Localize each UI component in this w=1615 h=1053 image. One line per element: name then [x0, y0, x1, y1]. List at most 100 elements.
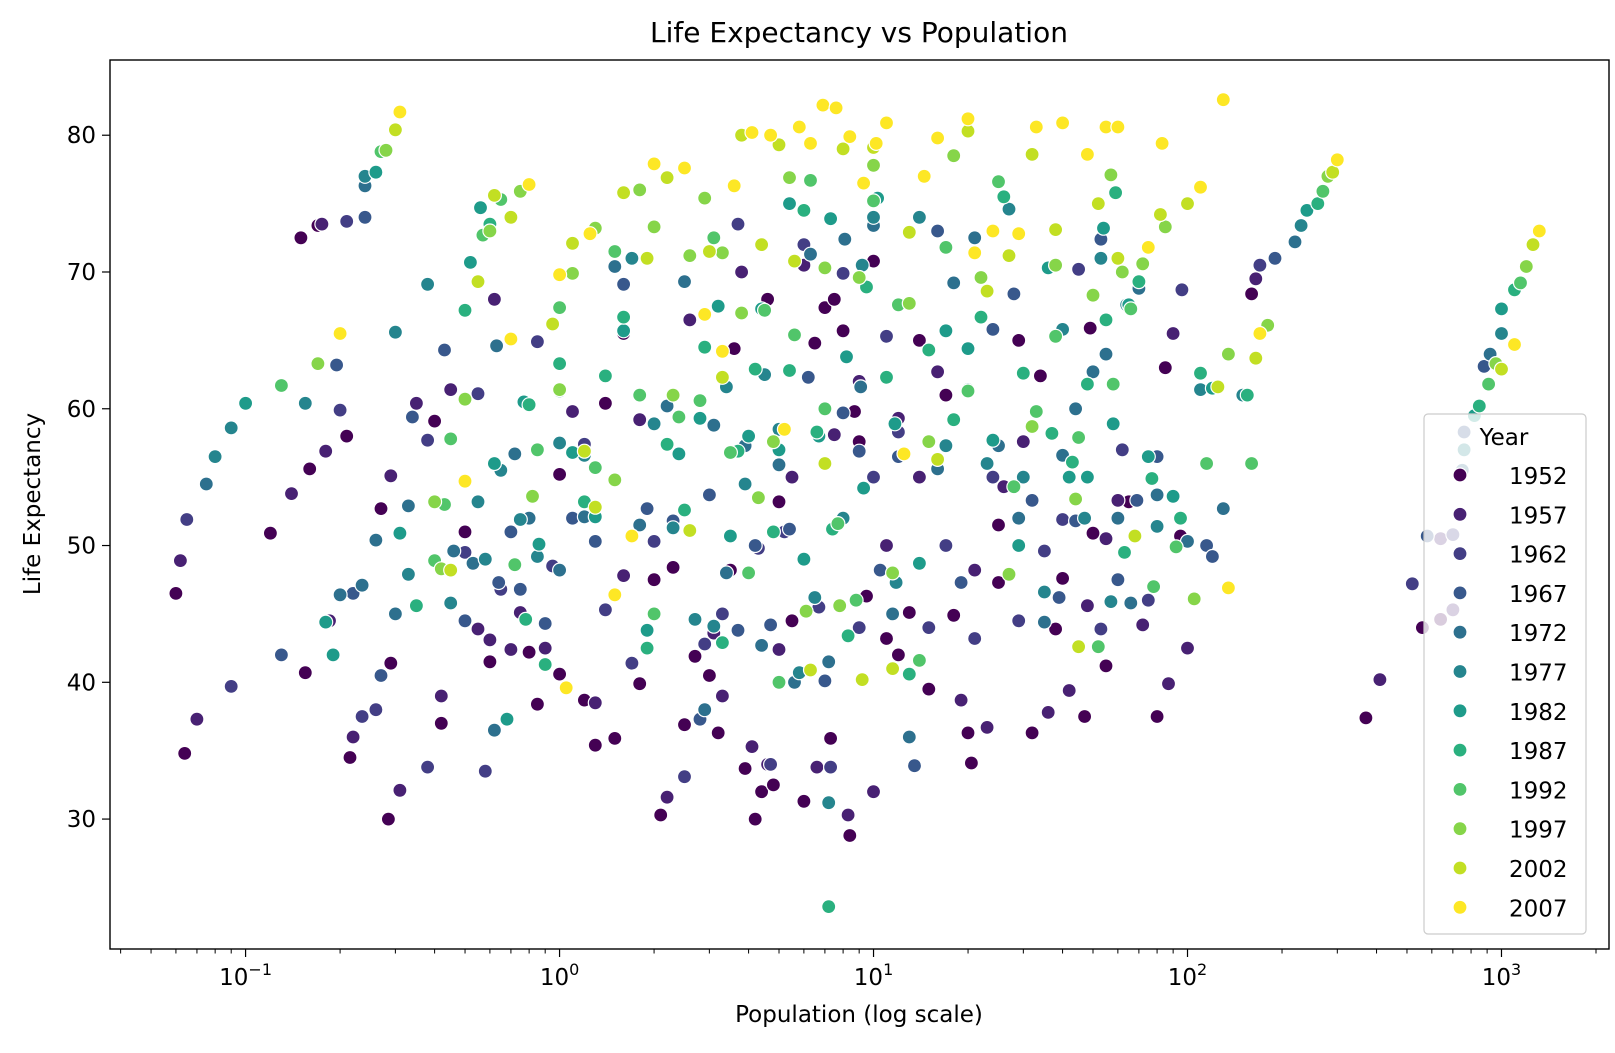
- data-point: [990, 174, 1007, 190]
- series-1967: [273, 209, 1492, 774]
- legend-marker: [1452, 624, 1468, 640]
- data-point: [1493, 301, 1510, 317]
- data-point: [587, 695, 603, 711]
- data-point: [765, 434, 782, 450]
- data-point: [1287, 234, 1303, 250]
- data-point: [884, 660, 901, 677]
- data-point: [477, 763, 493, 779]
- data-point: [1103, 167, 1119, 183]
- data-point: [387, 324, 403, 340]
- data-point: [776, 421, 793, 437]
- data-point: [1145, 578, 1162, 595]
- data-point: [1047, 257, 1064, 273]
- legend-label: 1977: [1509, 661, 1568, 687]
- data-point: [587, 460, 603, 476]
- data-point: [1220, 346, 1237, 362]
- data-point: [1110, 572, 1126, 588]
- data-point: [756, 302, 773, 318]
- legend-label: 1997: [1509, 818, 1568, 844]
- data-point: [420, 432, 436, 448]
- data-point: [1047, 222, 1064, 238]
- data-point: [624, 250, 640, 266]
- data-point: [1006, 479, 1022, 495]
- data-point: [985, 223, 1001, 239]
- y-tick-label: 40: [67, 670, 96, 696]
- data-point: [457, 391, 473, 407]
- data-point: [1135, 256, 1151, 272]
- data-point: [1252, 325, 1268, 342]
- legend-label: 2002: [1509, 857, 1568, 883]
- data-point: [1085, 364, 1101, 380]
- data-point: [1070, 261, 1087, 277]
- data-point: [1011, 332, 1027, 348]
- data-point: [855, 175, 872, 191]
- data-point: [1192, 179, 1209, 195]
- series-1957: [172, 216, 1461, 823]
- data-point: [697, 636, 713, 652]
- data-point: [551, 666, 568, 682]
- data-point: [730, 216, 746, 232]
- data-point: [929, 364, 946, 380]
- data-point: [1149, 708, 1165, 725]
- data-point: [387, 122, 403, 138]
- data-point: [1054, 570, 1071, 587]
- legend: Year 1952 1957 1962 1967 1972 1977 1982 1987 199…: [1423, 413, 1587, 935]
- data-point: [676, 717, 693, 733]
- data-point: [916, 168, 932, 184]
- data-point: [576, 443, 593, 459]
- data-point: [531, 536, 547, 552]
- data-point: [730, 622, 746, 638]
- data-point: [687, 611, 703, 628]
- series-1997: [310, 142, 1534, 619]
- data-point: [433, 688, 449, 704]
- data-point: [1015, 434, 1031, 450]
- data-point: [921, 619, 937, 636]
- data-point: [1028, 119, 1044, 135]
- data-point: [521, 644, 537, 660]
- data-point: [179, 511, 195, 528]
- data-point: [802, 135, 819, 151]
- data-point: [1493, 325, 1510, 342]
- data-point: [632, 387, 648, 403]
- data-point: [639, 501, 655, 517]
- data-point: [443, 382, 459, 398]
- data-point: [853, 379, 869, 395]
- data-point: [1220, 580, 1237, 596]
- data-point: [762, 127, 779, 143]
- series-1952: [168, 217, 1449, 844]
- data-point: [714, 369, 731, 385]
- data-point: [921, 681, 937, 697]
- data-point: [796, 551, 812, 567]
- data-point: [1015, 365, 1031, 381]
- data-point: [826, 291, 842, 307]
- data-point: [489, 338, 505, 354]
- data-point: [537, 640, 553, 656]
- data-point: [946, 607, 962, 623]
- data-point: [722, 528, 739, 544]
- data-point: [697, 339, 713, 355]
- data-point: [1493, 361, 1510, 377]
- data-point: [1315, 183, 1331, 199]
- data-point: [587, 533, 603, 550]
- data-point: [747, 361, 763, 377]
- data-point: [1358, 710, 1374, 726]
- data-point: [1090, 196, 1106, 212]
- x-axis: 10−1 100 101 102 103: [120, 949, 1597, 991]
- data-point: [1090, 639, 1106, 655]
- data-point: [985, 432, 1001, 448]
- data-point: [646, 572, 662, 588]
- data-point: [973, 309, 989, 325]
- data-point: [1001, 566, 1017, 582]
- data-point: [1154, 135, 1170, 151]
- data-point: [1248, 350, 1264, 366]
- data-point: [786, 253, 803, 269]
- legend-label: 1962: [1509, 543, 1568, 569]
- data-point: [507, 446, 523, 462]
- data-point: [671, 409, 687, 425]
- data-point: [1239, 387, 1255, 403]
- data-point: [486, 455, 502, 472]
- data-point: [518, 611, 534, 628]
- data-point: [400, 498, 416, 514]
- data-point: [659, 436, 675, 452]
- data-point: [710, 725, 726, 741]
